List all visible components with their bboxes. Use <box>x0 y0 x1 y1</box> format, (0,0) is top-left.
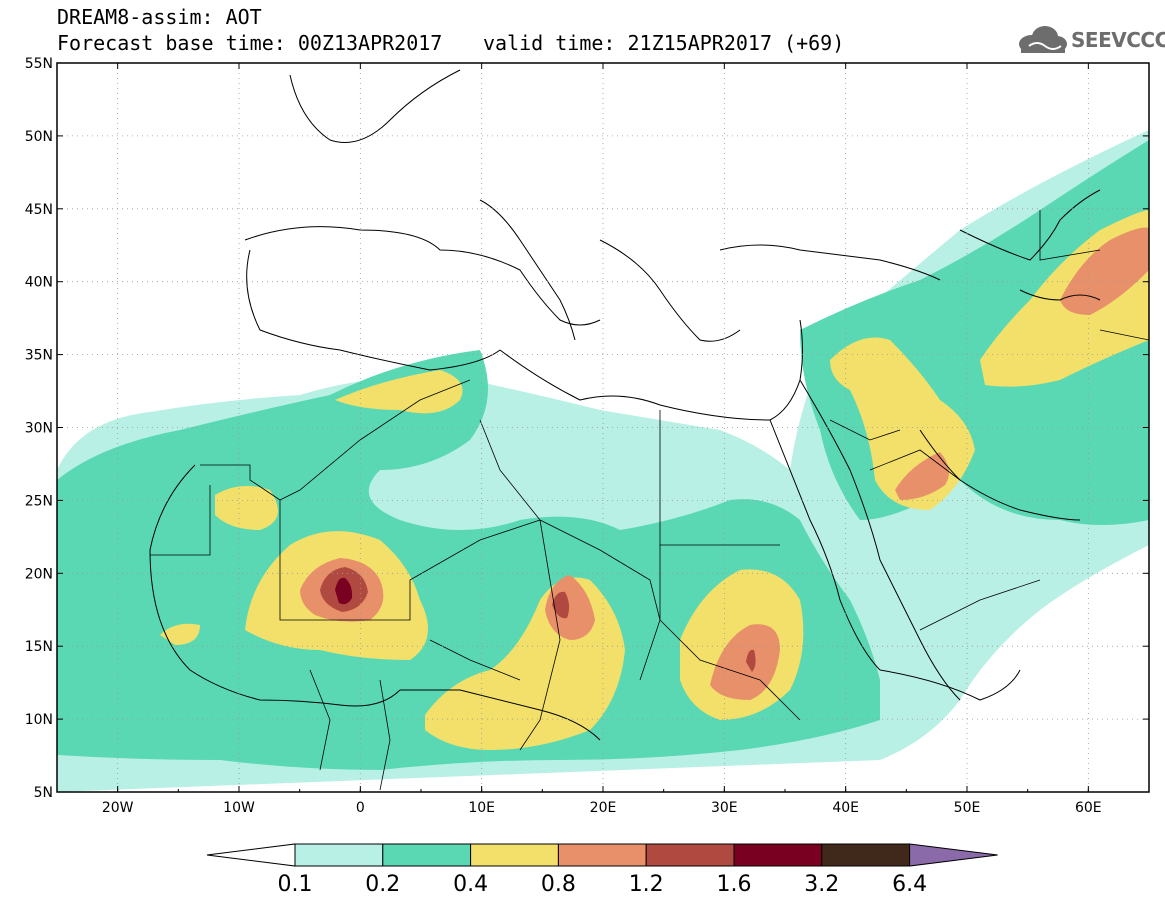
lon-label: 50E <box>954 800 981 816</box>
lon-label: 10E <box>468 800 495 816</box>
colorbar-label: 0.8 <box>540 872 576 897</box>
lat-label: 5N <box>34 785 53 801</box>
lat-label: 10N <box>25 712 53 728</box>
colorbar-label: 0.4 <box>453 872 489 897</box>
lon-label: 0 <box>356 800 365 816</box>
colorbar-low-arrow <box>206 843 296 867</box>
colorbar-high-arrow <box>909 843 998 867</box>
colorbar-label: 0.1 <box>277 872 313 897</box>
colorbar-label: 6.4 <box>892 872 928 897</box>
logo-text: SEEVCCC <box>1071 28 1165 52</box>
colorbar-label: 1.2 <box>628 872 664 897</box>
lat-label: 55N <box>25 56 53 72</box>
aot-level-4 <box>300 227 1149 700</box>
lat-label: 50N <box>25 129 53 145</box>
colorbar-label: 3.2 <box>804 872 840 897</box>
colorbar-swatch <box>557 843 647 867</box>
lat-label: 45N <box>25 202 53 218</box>
cloud-icon <box>1019 26 1067 53</box>
lon-label: 40E <box>832 800 859 816</box>
colorbar-label: 0.2 <box>365 872 401 897</box>
colorbar-label: 1.6 <box>716 872 752 897</box>
lon-label: 30E <box>711 800 738 816</box>
borders <box>150 210 1149 791</box>
seevccc-logo: SEEVCCC <box>1015 22 1165 58</box>
lon-label: 60E <box>1075 800 1102 816</box>
lon-label: 10W <box>223 800 255 816</box>
coastlines <box>149 69 1101 741</box>
colorbar-swatch <box>733 843 823 867</box>
lat-label: 15N <box>25 639 53 655</box>
colorbar-swatch <box>294 843 384 867</box>
aot-level-6 <box>335 577 353 605</box>
colorbar-swatch <box>821 843 911 867</box>
valid-time: valid time: 21Z15APR2017 (+69) <box>483 31 845 55</box>
lat-label: 40N <box>25 275 53 291</box>
colorbar-swatch <box>645 843 735 867</box>
axis-ticks: 20W 10W 0 10E 20E 30E 40E 50E 60E 5N 10N 15N 20N 25N 3… <box>25 56 1150 816</box>
colorbar-swatch <box>382 843 472 867</box>
title-line-1: DREAM8-assim: AOT <box>57 5 262 29</box>
title-line-2: Forecast base time: 00Z13APR2017 <box>57 31 443 55</box>
lat-label: 20N <box>25 566 53 582</box>
lon-label: 20W <box>102 800 134 816</box>
aot-field <box>57 69 1149 792</box>
colorbar <box>206 843 998 867</box>
lon-label: 20E <box>590 800 617 816</box>
lat-label: 35N <box>25 348 53 364</box>
lat-label: 30N <box>25 421 53 437</box>
lat-label: 25N <box>25 493 53 509</box>
lat-lon-grid <box>57 63 1149 792</box>
colorbar-swatch <box>470 843 559 867</box>
